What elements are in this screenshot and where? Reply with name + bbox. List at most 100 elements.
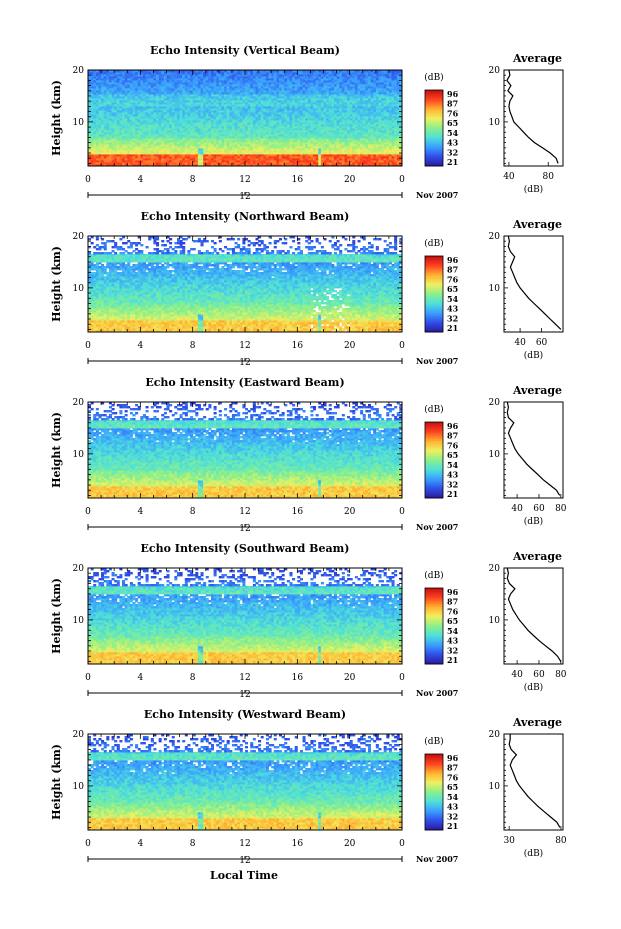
heatmap-cell: [318, 140, 322, 143]
heatmap-cell: [179, 154, 183, 157]
heatmap-cell: [148, 144, 152, 147]
heatmap-cell: [213, 138, 217, 141]
heatmap-cell: [255, 158, 259, 161]
heatmap-cell: [231, 138, 235, 141]
heatmap-cell: [234, 154, 238, 157]
heatmap-cell: [176, 132, 180, 135]
heatmap-cell: [289, 146, 293, 149]
heatmap-cell: [140, 134, 144, 137]
heatmap-cell: [171, 156, 175, 159]
heatmap-cell: [174, 144, 178, 147]
heatmap-cell: [156, 146, 160, 149]
heatmap-cell: [210, 142, 214, 145]
heatmap-cell: [93, 152, 97, 155]
heatmap-cell: [101, 164, 105, 167]
heatmap-cell: [166, 160, 170, 163]
heatmap-cell: [271, 150, 275, 153]
heatmap-cell: [192, 162, 196, 165]
heatmap-cell: [116, 162, 120, 165]
heatmap-cell: [197, 140, 201, 143]
heatmap-cell: [210, 148, 214, 151]
heatmap-cell: [116, 146, 120, 149]
heatmap-cell: [328, 146, 332, 149]
heatmap-cell: [156, 144, 160, 147]
heatmap-cell: [129, 142, 133, 145]
heatmap-cell: [182, 138, 186, 141]
heatmap-cell: [323, 132, 327, 135]
heatmap-cell: [210, 164, 214, 167]
heatmap-cell: [339, 132, 343, 135]
heatmap-cell: [203, 160, 207, 163]
heatmap-cell: [258, 148, 262, 151]
heatmap-cell: [273, 160, 277, 163]
heatmap-cell: [286, 132, 290, 135]
heatmap-cell: [289, 134, 293, 137]
heatmap-cell: [150, 160, 154, 163]
heatmap-cell: [174, 148, 178, 151]
heatmap-cell: [231, 152, 235, 155]
heatmap-cell: [95, 136, 99, 139]
heatmap-cell: [265, 164, 269, 167]
heatmap-cell: [299, 164, 303, 167]
heatmap-cell: [122, 138, 126, 141]
heatmap-cell: [391, 136, 395, 139]
heatmap-cell: [252, 144, 256, 147]
heatmap-cell: [263, 144, 267, 147]
heatmap-cell: [292, 138, 296, 141]
heatmap-cell: [354, 160, 358, 163]
heatmap-cell: [307, 164, 311, 167]
heatmap-cell: [352, 142, 356, 145]
heatmap-cell: [381, 146, 385, 149]
heatmap-cell: [284, 164, 288, 167]
heatmap-cell: [268, 142, 272, 145]
heatmap-cell: [116, 136, 120, 139]
heatmap-cell: [247, 158, 251, 161]
heatmap-cell: [289, 150, 293, 153]
heatmap-cell: [394, 160, 398, 163]
heatmap-cell: [90, 144, 94, 147]
heatmap-cell: [135, 138, 139, 141]
heatmap-cell: [245, 158, 249, 161]
heatmap-cell: [203, 154, 207, 157]
heatmap-cell: [150, 162, 154, 165]
heatmap-cell: [344, 154, 348, 157]
heatmap-cell: [218, 138, 222, 141]
heatmap-cell: [260, 144, 264, 147]
heatmap-cell: [221, 164, 225, 167]
heatmap-cell: [114, 154, 118, 157]
heatmap-cell: [357, 146, 361, 149]
heatmap-cell: [210, 132, 214, 135]
heatmap-cell: [101, 156, 105, 159]
heatmap-cell: [286, 162, 290, 165]
heatmap-cell: [292, 154, 296, 157]
heatmap-cell: [216, 148, 220, 151]
heatmap-cell: [370, 150, 374, 153]
heatmap-cell: [132, 150, 136, 153]
heatmap-cell: [299, 144, 303, 147]
heatmap-cell: [179, 150, 183, 153]
heatmap-cell: [156, 152, 160, 155]
heatmap-cell: [208, 142, 212, 145]
heatmap-cell: [365, 148, 369, 151]
heatmap-cell: [276, 140, 280, 143]
heatmap-cell: [111, 140, 115, 143]
heatmap-cell: [279, 152, 283, 155]
heatmap-cell: [163, 148, 167, 151]
heatmap-cell: [279, 140, 283, 143]
heatmap-cell: [205, 148, 209, 151]
heatmap-cell: [352, 138, 356, 141]
heatmap-cell: [169, 132, 173, 135]
heatmap-cell: [95, 154, 99, 157]
heatmap-cell: [328, 136, 332, 139]
heatmap-cell: [341, 158, 345, 161]
heatmap-cell: [166, 132, 170, 135]
heatmap-cell: [129, 136, 133, 139]
heatmap-cell: [174, 164, 178, 167]
heatmap-cell: [153, 154, 157, 157]
heatmap-cell: [333, 160, 337, 163]
heatmap-cell: [163, 158, 167, 161]
heatmap-cell: [98, 138, 102, 141]
heatmap-cell: [373, 162, 377, 165]
heatmap-cell: [307, 142, 311, 145]
heatmap-cell: [396, 162, 400, 165]
